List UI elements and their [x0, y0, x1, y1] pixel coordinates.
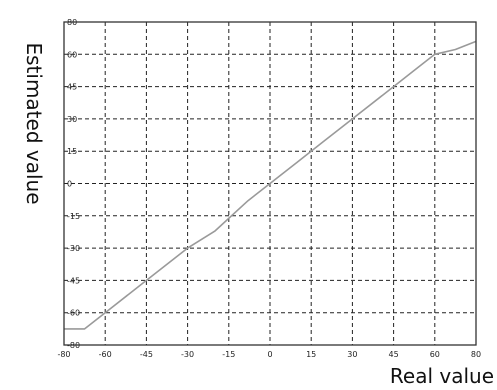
x-tick-label: -80: [57, 350, 70, 359]
y-tick-label: -60: [67, 309, 80, 318]
x-tick-label: -30: [181, 350, 194, 359]
y-tick-label: 15: [67, 147, 77, 156]
x-tick-label: -60: [99, 350, 112, 359]
grid: [64, 22, 476, 345]
y-tick-label: -15: [67, 212, 80, 221]
y-tick-label: 45: [67, 83, 77, 92]
y-axis-title: Estimated value: [22, 42, 46, 204]
series-layer: [64, 40, 477, 330]
x-tick-label: 0: [267, 350, 272, 359]
x-tick-label: 45: [389, 350, 399, 359]
y-tick-label: 30: [67, 115, 77, 124]
tick-labels: -80 -60 -45 -30 -15 0 15 30 45 60 80-80-60-45-30-1…: [57, 18, 481, 359]
x-tick-label: -15: [222, 350, 235, 359]
x-tick-label: -45: [140, 350, 153, 359]
y-tick-label: -45: [67, 276, 80, 285]
x-tick-label: 60: [430, 350, 440, 359]
y-tick-label: 60: [67, 50, 77, 59]
x-tick-label: 80: [471, 350, 481, 359]
series-line: [64, 40, 477, 330]
x-tick-label: 15: [306, 350, 316, 359]
y-tick-label: 0: [67, 180, 72, 189]
y-tick-label: -30: [67, 244, 80, 253]
plot-frame: [63, 21, 477, 346]
x-tick-label: 30: [347, 350, 357, 359]
x-axis-title: Real value: [390, 364, 494, 388]
